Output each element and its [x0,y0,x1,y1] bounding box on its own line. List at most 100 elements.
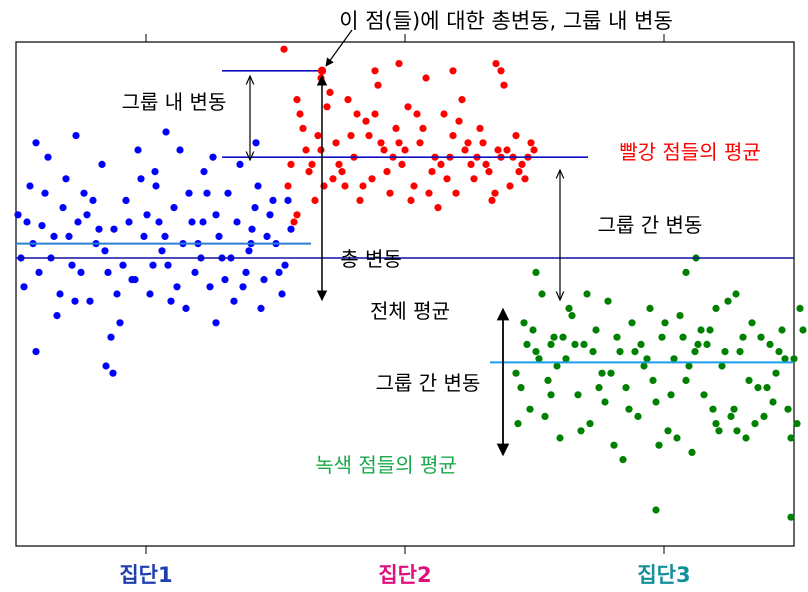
data-point [550,333,558,341]
data-point [703,340,711,348]
data-point [161,232,169,240]
data-point [718,362,726,370]
data-point [134,146,142,154]
data-point [305,168,313,176]
data-point [242,268,250,276]
data-point [65,232,73,240]
data-point [732,290,740,298]
data-point [209,153,217,161]
data-point [296,110,304,118]
data-point [410,182,418,190]
data-point [308,160,316,168]
data-point [736,348,744,356]
data-point [529,326,537,334]
data-point [287,160,295,168]
data-point [796,304,804,312]
data-point [634,412,642,420]
data-point [50,232,58,240]
data-point [553,362,561,370]
data-point [697,326,705,334]
data-point [383,168,391,176]
data-point [437,160,445,168]
data-point [173,283,181,291]
data-point [347,132,355,140]
data-point [452,189,460,197]
data-point [170,204,178,212]
data-point [640,362,648,370]
data-point [715,427,723,435]
data-point [143,211,151,219]
scatter-points [14,45,807,521]
data-point [14,211,22,219]
data-point [521,175,529,183]
data-point [284,196,292,204]
data-point [799,326,807,334]
data-point [404,103,412,111]
data-point [772,369,780,377]
data-point [56,290,64,298]
data-point [167,297,175,305]
data-point [769,398,777,406]
data-point [568,312,576,320]
data-point [532,268,540,276]
data-point [565,304,573,312]
data-point [200,168,208,176]
data-point [727,412,735,420]
data-point [649,376,657,384]
data-point [622,384,630,392]
data-point [598,369,606,377]
point-callout-arrow [325,29,353,67]
data-point [86,297,94,305]
data-point [59,204,67,212]
point-label: 이 점(들)에 대한 총변동, 그룹 내 변동 [339,9,673,33]
data-point [607,369,615,377]
data-point [377,139,385,147]
data-point [625,405,633,413]
data-point [571,340,579,348]
data-point [464,139,472,147]
data-point [661,319,669,327]
data-point [188,218,196,226]
data-point [616,348,624,356]
data-point [751,420,759,428]
data-point [721,348,729,356]
data-point [512,369,520,377]
data-point [523,340,531,348]
data-point [248,225,256,233]
data-point [488,196,496,204]
data-point [601,398,609,406]
data-point [413,110,421,118]
data-point [302,146,310,154]
data-point [314,132,322,140]
data-point [95,225,103,233]
data-point [20,283,28,291]
green-mean-label: 녹색 점들의 평균 [315,453,457,477]
data-point [476,124,484,132]
data-point [164,261,172,269]
data-point [757,333,765,341]
data-point [760,412,768,420]
between-variation-label-1: 그룹 간 변동 [598,213,703,237]
data-point [125,218,133,226]
data-point [353,110,361,118]
data-point [778,326,786,334]
data-point [38,222,46,230]
data-point [766,340,774,348]
data-point [182,304,190,312]
data-point [688,448,696,456]
data-point [245,247,253,255]
data-point [646,304,654,312]
data-point [395,139,403,147]
data-point [344,96,352,104]
data-point [595,384,603,392]
red-mean-label: 빨강 점들의 평균 [619,140,761,164]
data-point [72,132,80,140]
data-point [443,175,451,183]
data-point [251,204,259,212]
data-point [365,132,373,140]
data-point [102,362,110,370]
data-point [538,290,546,298]
data-point [739,333,747,341]
data-point [155,218,163,226]
data-point [185,189,193,197]
